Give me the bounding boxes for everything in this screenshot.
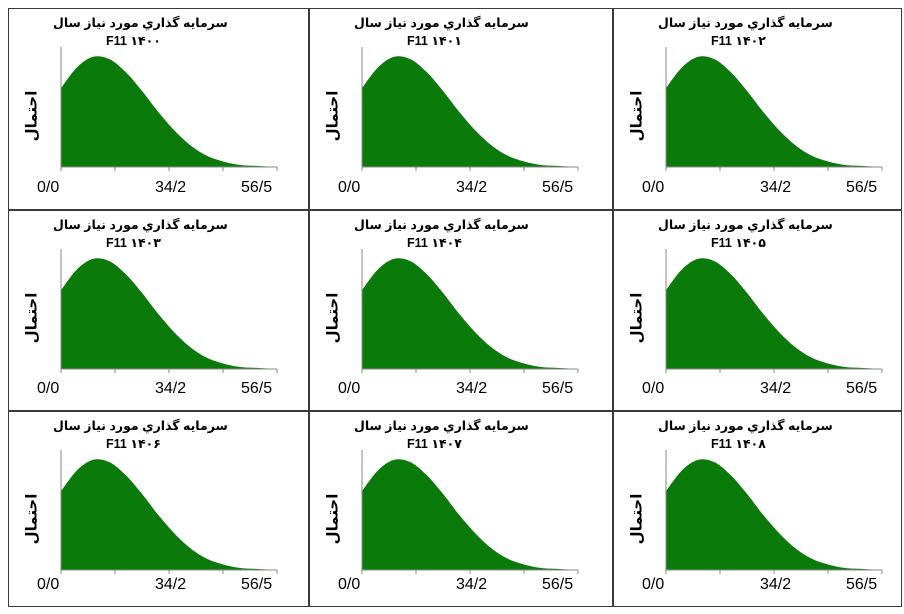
x-tick-label: 0/0 [37,380,60,397]
chart-title: سرمایه گذاري مورد نیاز سال [53,16,228,30]
chart-panel: سرمایه گذاري مورد نیاز سال F11 ۱۴۰۲ احتمال… [613,8,902,210]
x-tick-label: 56/5 [542,576,574,593]
density-area [666,459,882,570]
chart-subtitle: F11 ۱۴۰۷ [407,437,462,451]
chart-title: سرمایه گذاري مورد نیاز سال [658,16,833,30]
chart-panel: سرمایه گذاري مورد نیاز سال F11 ۱۴۰۳ احتمال… [8,210,309,411]
x-tick-label: 0/0 [37,576,60,593]
x-tick-label: 0/0 [642,576,665,593]
density-area [666,56,882,168]
x-tick-label: 56/5 [542,179,574,196]
chart-panel: سرمایه گذاري مورد نیاز سال F11 ۱۴۰۱ احتمال… [309,8,613,210]
density-area [61,258,277,369]
density-plot [60,249,278,373]
chart-title: سرمایه گذاري مورد نیاز سال [354,419,529,433]
y-axis-label: احتمال [23,292,41,344]
y-axis-label: احتمال [628,90,646,142]
chart-subtitle: F11 ۱۴۰۳ [106,236,161,250]
chart-subtitle: F11 ۱۴۰۰ [106,34,161,48]
density-plot [665,47,883,171]
x-tick-label: 56/5 [846,380,878,397]
x-tick-label: 0/0 [642,179,665,196]
y-axis-label: احتمال [628,292,646,344]
x-tick-label: 34/2 [456,179,488,196]
density-area [61,56,277,168]
x-tick-label: 34/2 [456,576,488,593]
x-tick-label: 34/2 [155,380,187,397]
chart-title: سرمایه گذاري مورد نیاز سال [53,218,228,232]
chart-subtitle: F11 ۱۴۰۶ [106,437,161,451]
chart-subtitle: F11 ۱۴۰۴ [407,236,462,250]
density-area [362,258,578,369]
chart-title: سرمایه گذاري مورد نیاز سال [53,419,228,433]
x-tick-label: 0/0 [338,576,361,593]
x-tick-label: 34/2 [760,179,792,196]
chart-title: سرمایه گذاري مورد نیاز سال [354,218,529,232]
chart-panel: سرمایه گذاري مورد نیاز سال F11 ۱۴۰۶ احتمال… [8,411,309,607]
chart-title: سرمایه گذاري مورد نیاز سال [658,218,833,232]
chart-subtitle: F11 ۱۴۰۲ [711,34,766,48]
y-axis-label: احتمال [324,90,342,142]
chart-title: سرمایه گذاري مورد نیاز سال [354,16,529,30]
chart-panel: سرمایه گذاري مورد نیاز سال F11 ۱۴۰۰ احتمال… [8,8,309,210]
x-tick-label: 34/2 [155,179,187,196]
density-plot [60,450,278,574]
chart-panel: سرمایه گذاري مورد نیاز سال F11 ۱۴۰۸ احتمال… [613,411,902,607]
density-area [362,56,578,168]
x-tick-label: 56/5 [846,179,878,196]
x-tick-label: 0/0 [338,179,361,196]
chart-subtitle: F11 ۱۴۰۱ [407,34,462,48]
density-plot [60,47,278,171]
density-area [61,459,277,570]
density-plot [665,249,883,373]
density-area [666,258,882,369]
x-tick-label: 56/5 [241,179,273,196]
x-tick-label: 56/5 [241,576,273,593]
x-tick-label: 56/5 [241,380,273,397]
x-tick-label: 0/0 [37,179,60,196]
x-tick-label: 34/2 [456,380,488,397]
x-tick-label: 56/5 [542,380,574,397]
chart-title: سرمایه گذاري مورد نیاز سال [658,419,833,433]
density-plot [665,450,883,574]
chart-panel: سرمایه گذاري مورد نیاز سال F11 ۱۴۰۷ احتمال… [309,411,613,607]
density-plot [361,47,579,171]
x-tick-label: 34/2 [155,576,187,593]
y-axis-label: احتمال [23,90,41,142]
density-area [362,459,578,570]
x-tick-label: 34/2 [760,576,792,593]
x-tick-label: 0/0 [642,380,665,397]
y-axis-label: احتمال [324,292,342,344]
x-tick-label: 34/2 [760,380,792,397]
x-tick-label: 0/0 [338,380,361,397]
chart-panel: سرمایه گذاري مورد نیاز سال F11 ۱۴۰۵ احتمال… [613,210,902,411]
density-plot [361,450,579,574]
chart-subtitle: F11 ۱۴۰۵ [711,236,766,250]
x-tick-label: 56/5 [846,576,878,593]
density-plot [361,249,579,373]
y-axis-label: احتمال [628,493,646,545]
y-axis-label: احتمال [23,493,41,545]
y-axis-label: احتمال [324,493,342,545]
chart-subtitle: F11 ۱۴۰۸ [711,437,766,451]
chart-panel: سرمایه گذاري مورد نیاز سال F11 ۱۴۰۴ احتمال… [309,210,613,411]
